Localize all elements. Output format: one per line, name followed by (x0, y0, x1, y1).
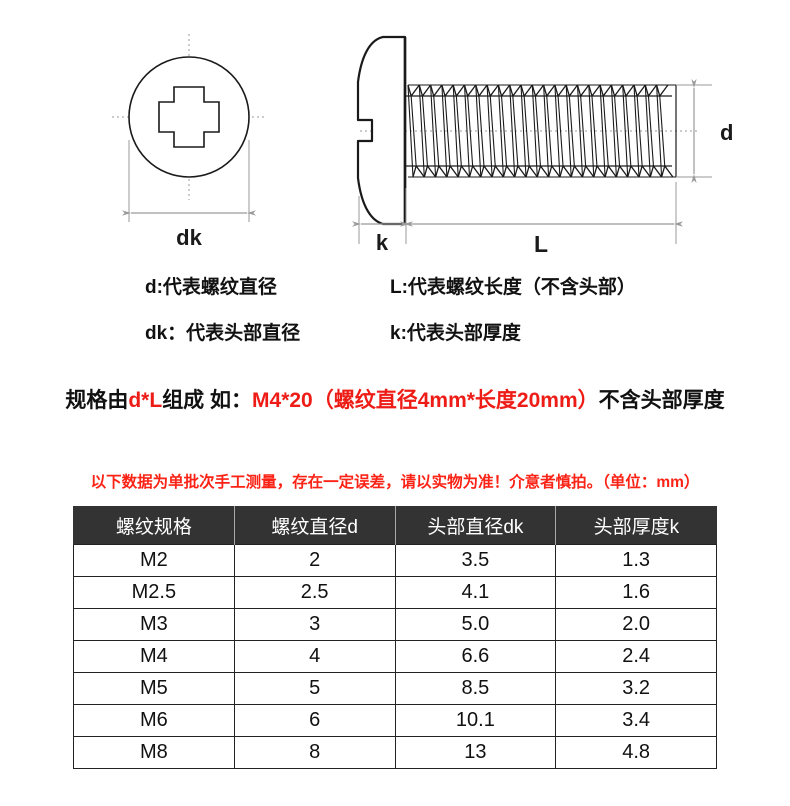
table-body: M2 2 3.5 1.3 M2.5 2.5 4.1 1.6 M3 3 5.0 2.0 M4 4 6.6 2.4… (73, 544, 717, 769)
L-dimension-label: L (534, 231, 548, 257)
table-header-row: 螺纹规格 螺纹直径d 头部直径dk 头部厚度k (73, 506, 717, 545)
cell-head-diameter: 6.6 (394, 640, 557, 673)
cell-thread-spec: M8 (73, 736, 235, 769)
diagram-area: dk d (0, 0, 790, 265)
legend-k-label: k:代表头部厚度 (390, 323, 521, 344)
screw-technical-drawing: dk d (112, 34, 733, 257)
column-header-thread-spec: 螺纹规格 (73, 506, 235, 545)
screw-head-profile (356, 35, 407, 226)
table-row: M4 4 6.6 2.4 (73, 640, 717, 673)
cell-thread-spec: M5 (73, 672, 235, 705)
cell-head-thickness: 2.0 (555, 608, 717, 641)
spec-text-example: M4*20（螺纹直径4mm*长度20mm） (252, 389, 599, 412)
table-row: M2.5 2.5 4.1 1.6 (73, 576, 717, 609)
cross-recess-icon (158, 86, 220, 148)
cell-thread-spec: M6 (73, 704, 235, 737)
cell-head-diameter: 4.1 (394, 576, 557, 609)
legend-dk-label: dk：代表头部直径 (145, 323, 301, 344)
cell-thread-diameter: 8 (233, 736, 396, 769)
specification-line: 规格由d*L组成 如：M4*20（螺纹直径4mm*长度20mm）不含头部厚度 (0, 384, 790, 414)
table-row: M5 5 8.5 3.2 (73, 672, 717, 705)
cell-thread-spec: M3 (73, 608, 235, 641)
legend-d-label: d:代表螺纹直径 (145, 277, 277, 298)
k-dimension-label: k (376, 230, 389, 255)
cell-head-diameter: 8.5 (394, 672, 557, 705)
table-row: M2 2 3.5 1.3 (73, 544, 717, 577)
legend-row: d:代表螺纹直径 L:代表螺纹长度（不含头部） (0, 272, 790, 318)
cell-head-diameter: 10.1 (394, 704, 557, 737)
spec-text-part5: 不含头部厚度 (598, 389, 725, 412)
cell-head-diameter: 13 (394, 736, 557, 769)
legend-row: dk：代表头部直径 k:代表头部厚度 (0, 318, 790, 364)
cell-thread-spec: M2.5 (73, 576, 235, 609)
cell-head-thickness: 4.8 (555, 736, 717, 769)
table-row: M3 3 5.0 2.0 (73, 608, 717, 641)
spec-text-part1: 规格由 (65, 389, 129, 412)
screw-head-top-view: dk (112, 34, 266, 250)
cell-head-thickness: 3.2 (555, 672, 717, 705)
spec-text-formula: d*L (128, 389, 163, 412)
spec-table-container: 螺纹规格 螺纹直径d 头部直径dk 头部厚度k M2 2 3.5 1.3 M2.5 2.5… (73, 506, 717, 769)
cell-thread-diameter: 4 (233, 640, 396, 673)
legend-block: d:代表螺纹直径 L:代表螺纹长度（不含头部） dk：代表头部直径 k:代表头部… (0, 272, 790, 364)
cell-thread-diameter: 5 (233, 672, 396, 705)
cell-thread-diameter: 2 (233, 544, 396, 577)
cell-thread-spec: M2 (73, 544, 235, 577)
cell-thread-diameter: 3 (233, 608, 396, 641)
column-header-head-diameter: 头部直径dk (395, 506, 557, 545)
cell-head-diameter: 3.5 (394, 544, 557, 577)
table-row: M6 6 10.1 3.4 (73, 704, 717, 737)
spec-text-part3: 组成 如： (162, 389, 253, 412)
cell-head-diameter: 5.0 (394, 608, 557, 641)
column-header-thread-diameter: 螺纹直径d (234, 506, 396, 545)
legend-L-label: L:代表螺纹长度（不含头部） (390, 277, 636, 298)
measurement-notice: 以下数据为单批次手工测量，存在一定误差，请以实物为准！介意者慎拍。（单位：mm） (90, 474, 700, 491)
screw-spec-table: 螺纹规格 螺纹直径d 头部直径dk 头部厚度k M2 2 3.5 1.3 M2.5 2.5… (73, 506, 717, 769)
cell-head-thickness: 1.6 (555, 576, 717, 609)
d-dimension-label: d (720, 120, 733, 145)
cell-thread-spec: M4 (73, 640, 235, 673)
cell-head-thickness: 1.3 (555, 544, 717, 577)
thread-profile (407, 84, 674, 178)
cell-thread-diameter: 6 (233, 704, 396, 737)
column-header-head-thickness: 头部厚度k (555, 506, 717, 545)
screw-side-view: d k L (352, 35, 733, 257)
cell-head-thickness: 2.4 (555, 640, 717, 673)
table-row: M8 8 13 4.8 (73, 736, 717, 769)
dk-dimension-label: dk (176, 225, 202, 250)
cell-head-thickness: 3.4 (555, 704, 717, 737)
cell-thread-diameter: 2.5 (233, 576, 396, 609)
